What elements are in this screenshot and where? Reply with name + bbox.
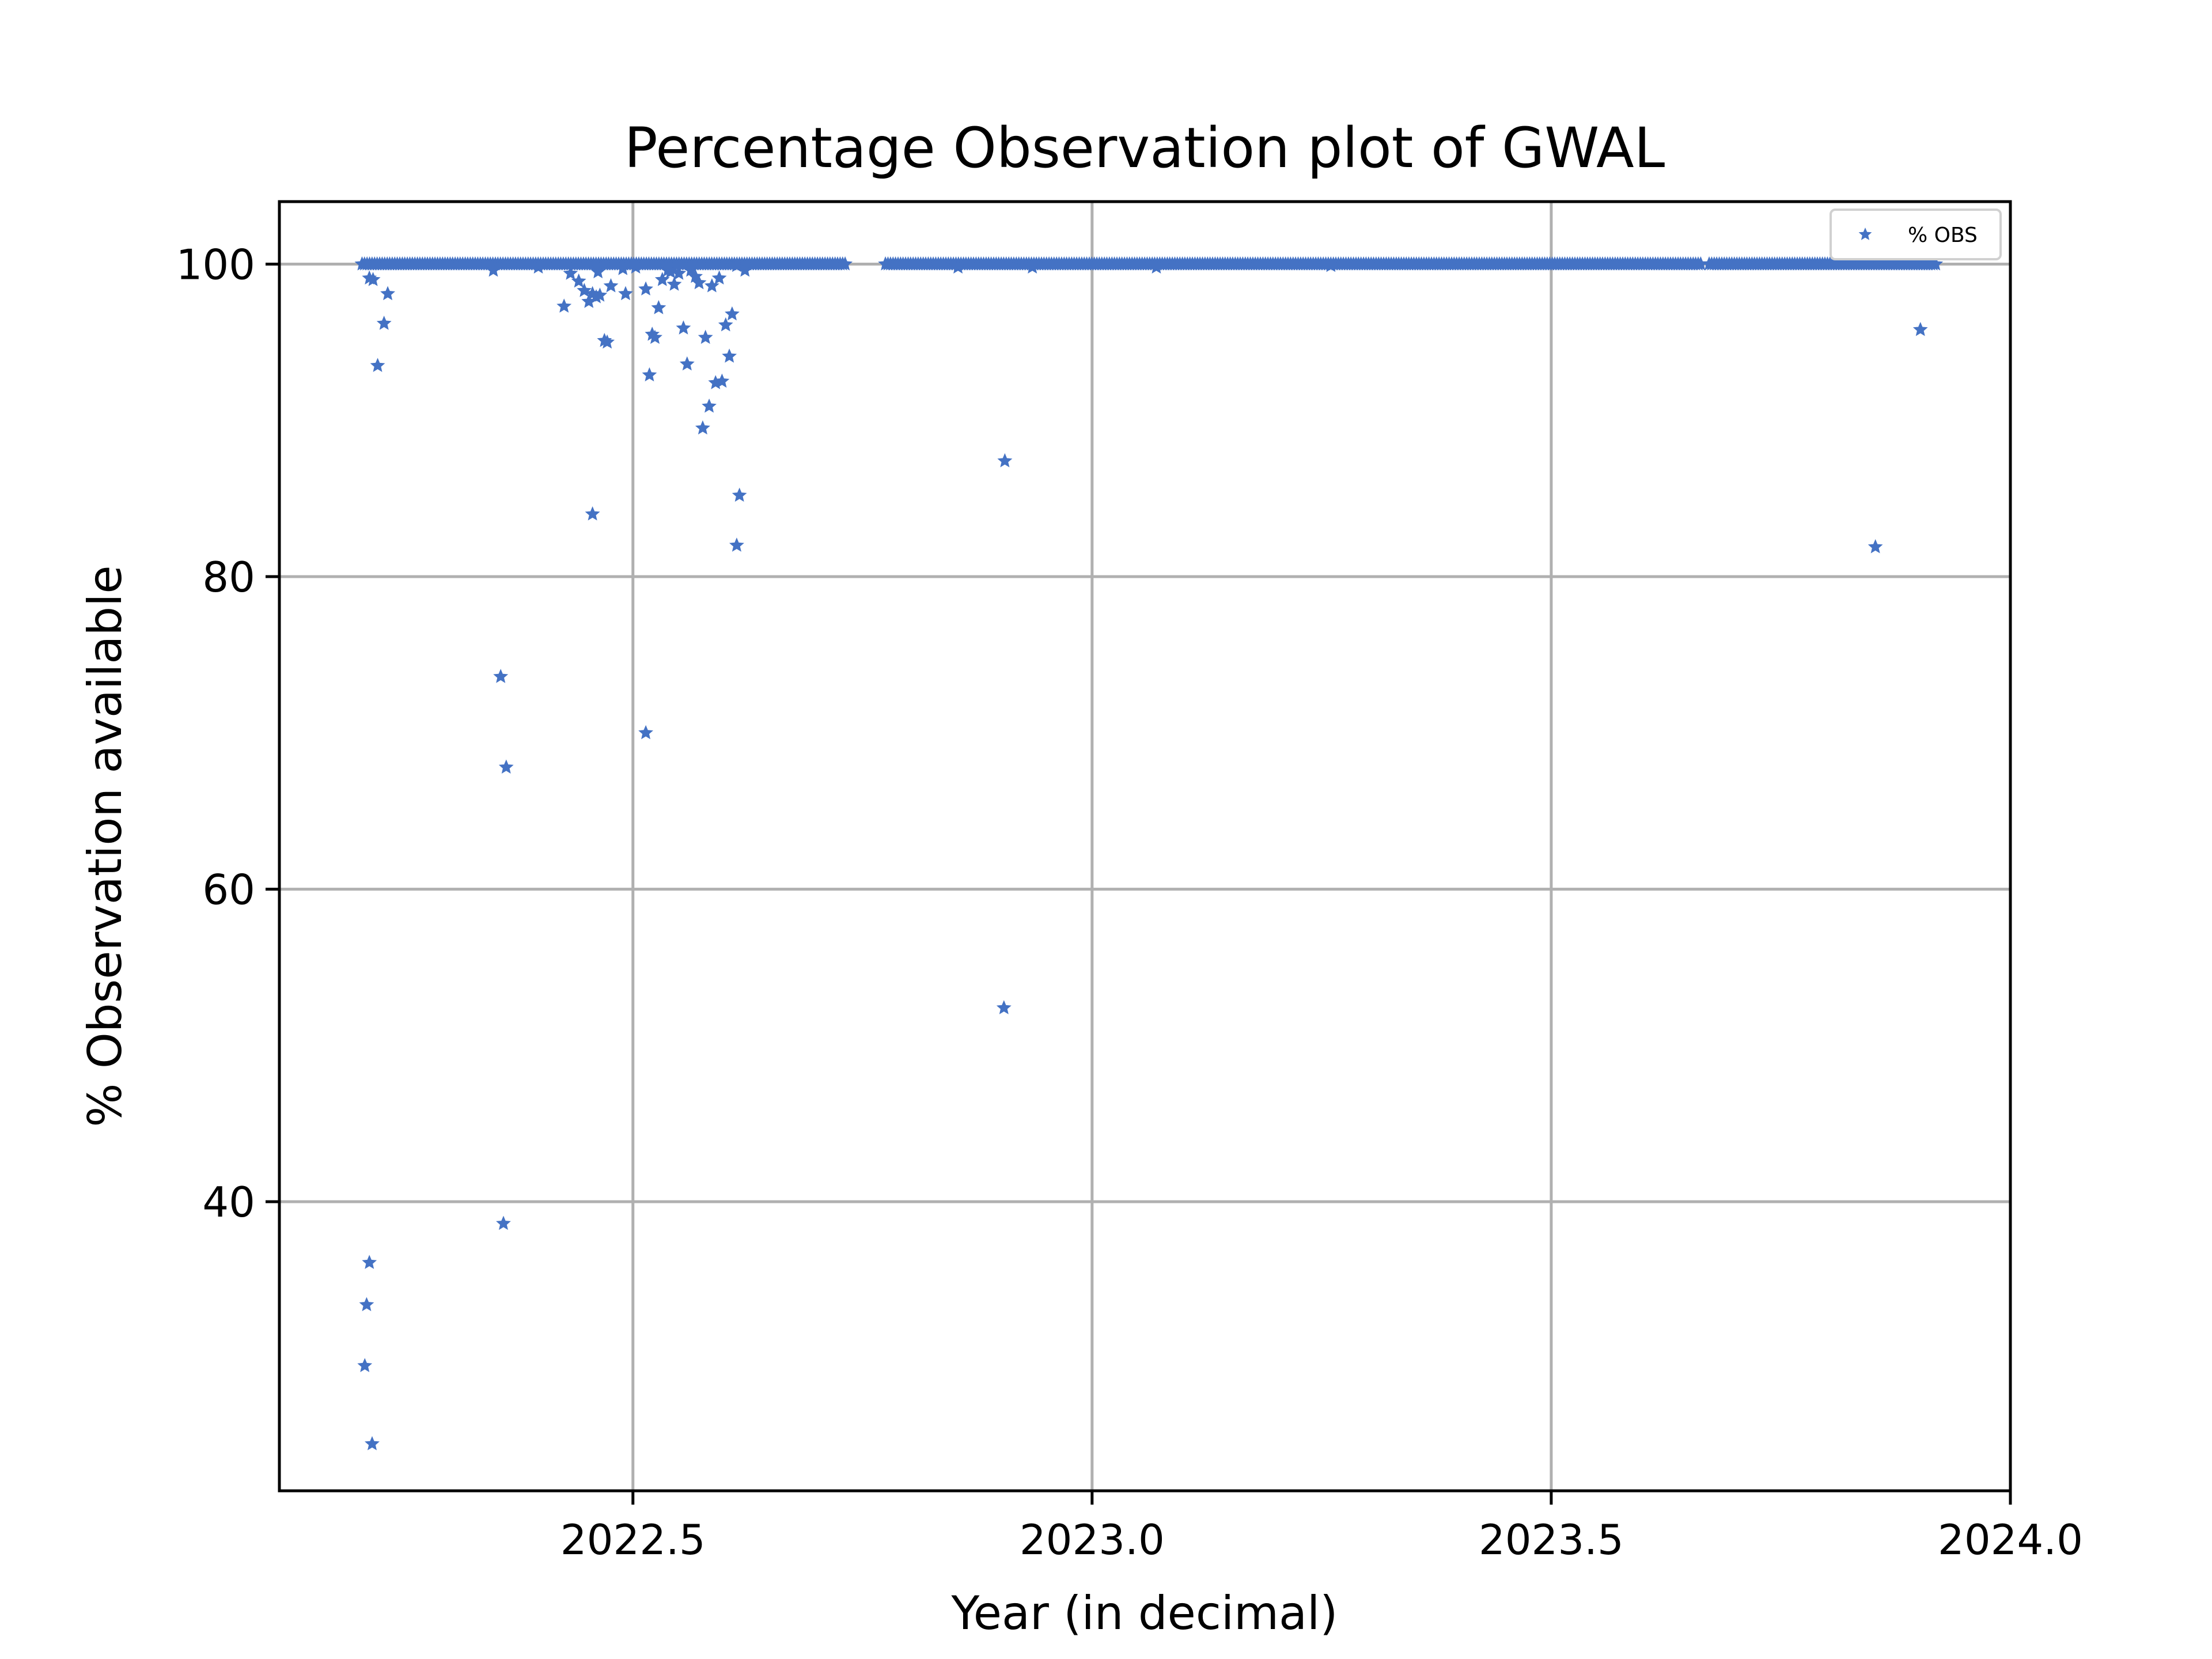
legend-marker-star-icon <box>1858 228 1872 240</box>
data-point <box>486 262 501 277</box>
data-point <box>600 334 615 349</box>
data-point <box>618 286 633 301</box>
data-point <box>531 259 546 274</box>
data-point <box>638 281 653 296</box>
data-point <box>585 506 600 521</box>
data-point <box>663 264 679 279</box>
data-point <box>698 329 713 344</box>
x-tick-label: 2023.5 <box>1479 1516 1624 1564</box>
data-point <box>380 286 396 301</box>
data-point <box>695 420 710 435</box>
data-point <box>996 1000 1012 1014</box>
data-point <box>647 329 662 344</box>
data-points <box>354 256 1944 1450</box>
data-point <box>556 298 572 313</box>
data-point <box>563 266 578 280</box>
data-point <box>496 1215 511 1230</box>
data-point <box>1912 321 1928 336</box>
data-point <box>590 264 606 279</box>
data-point <box>571 273 586 288</box>
data-point <box>370 358 385 372</box>
y-axis-label: % Observation available <box>78 565 132 1127</box>
data-point <box>704 278 719 293</box>
data-point <box>1149 259 1164 274</box>
data-point <box>702 398 717 413</box>
data-point <box>493 669 509 683</box>
legend: % OBS <box>1830 209 2002 260</box>
data-point <box>1928 256 1944 271</box>
data-point <box>714 373 730 388</box>
data-point <box>729 537 744 552</box>
data-point <box>1868 539 1883 554</box>
data-point <box>1025 259 1040 274</box>
data-point <box>679 356 695 371</box>
data-point <box>592 287 608 302</box>
data-point <box>362 1255 377 1269</box>
data-point <box>950 259 965 274</box>
data-point <box>365 271 381 286</box>
data-point <box>718 317 733 332</box>
data-point <box>997 453 1013 468</box>
y-tick-label: 80 <box>202 553 255 601</box>
y-axis-ticks: 40 60 80 100 <box>176 241 279 1226</box>
data-point <box>671 266 687 280</box>
data-point <box>737 262 753 277</box>
plot-frame <box>278 200 2012 1493</box>
data-point <box>376 316 392 330</box>
x-tick-label: 2023.0 <box>1020 1516 1165 1564</box>
data-point <box>676 320 691 335</box>
legend-label: % OBS <box>1908 224 1978 247</box>
data-point <box>365 1435 380 1450</box>
data-point <box>603 278 619 293</box>
data-point <box>638 725 653 740</box>
data-point <box>732 487 747 502</box>
data-point <box>615 261 631 275</box>
chart-title: Percentage Observation plot of GWAL <box>624 116 1665 180</box>
x-tick-label: 2022.5 <box>560 1516 706 1564</box>
data-point <box>725 306 740 321</box>
data-point <box>838 256 853 271</box>
x-axis-ticks: 2022.5 2023.0 2023.5 2024.0 <box>560 1491 2083 1564</box>
data-point <box>642 367 657 382</box>
data-point <box>1323 257 1339 272</box>
data-point <box>498 759 514 774</box>
data-point <box>666 276 682 291</box>
data-point <box>651 300 666 315</box>
y-tick-label: 100 <box>176 241 255 289</box>
x-tick-label: 2024.0 <box>1938 1516 2083 1564</box>
y-tick-label: 40 <box>202 1178 255 1226</box>
data-point <box>711 270 727 285</box>
data-point <box>357 1358 373 1372</box>
data-point <box>359 1297 374 1312</box>
data-point <box>691 275 707 290</box>
legend-box <box>1830 209 2002 260</box>
data-point <box>722 349 737 363</box>
y-tick-label: 60 <box>202 866 255 914</box>
x-axis-label: Year (in decimal) <box>951 1586 1338 1640</box>
data-point <box>628 259 643 274</box>
